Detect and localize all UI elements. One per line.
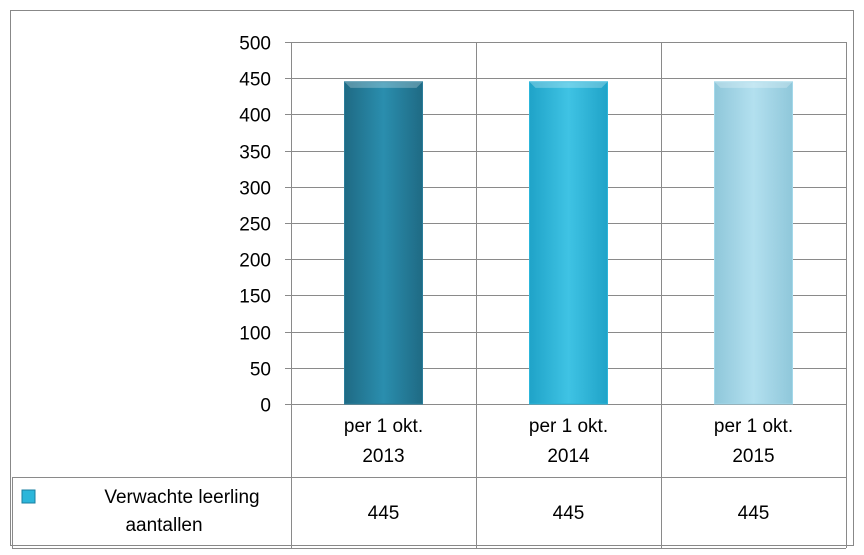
y-tick-label: 0 (260, 396, 271, 417)
bar-bevel (529, 81, 608, 88)
bar (529, 81, 608, 405)
data-table: per 1 okt. 2013 per 1 okt. 2014 per 1 okt. 20… (12, 416, 846, 549)
bar-group (344, 81, 423, 405)
y-tick-label: 500 (239, 34, 271, 55)
category-label: per 1 okt. 2014 (529, 416, 608, 467)
data-value: 445 (553, 503, 585, 524)
y-tick-label: 200 (239, 251, 271, 272)
plot-area: 0 50 100 150 200 250 300 350 400 450 500 (239, 34, 847, 548)
bar (714, 81, 793, 405)
y-tick-label: 300 (239, 179, 271, 200)
y-tick-label: 350 (239, 143, 271, 164)
bar-group (529, 81, 608, 405)
data-value: 445 (738, 503, 770, 524)
category-label: per 1 okt. 2013 (344, 416, 423, 467)
legend-label: Verwachte leerling aantallen (104, 487, 259, 536)
y-tick-label: 250 (239, 215, 271, 236)
chart-border (10, 10, 854, 546)
legend-marker (21, 489, 36, 504)
y-tick-label: 150 (239, 287, 271, 308)
category-label: per 1 okt. 2015 (714, 416, 793, 467)
bar (344, 81, 423, 405)
bar-bevel (714, 81, 793, 88)
y-tick-label: 50 (250, 360, 271, 381)
y-tick-label: 450 (239, 70, 271, 91)
bar-group (714, 81, 793, 405)
data-value: 445 (368, 503, 400, 524)
y-tick-label: 400 (239, 106, 271, 127)
bar-bevel (344, 81, 423, 88)
y-tick-label: 100 (239, 324, 271, 345)
